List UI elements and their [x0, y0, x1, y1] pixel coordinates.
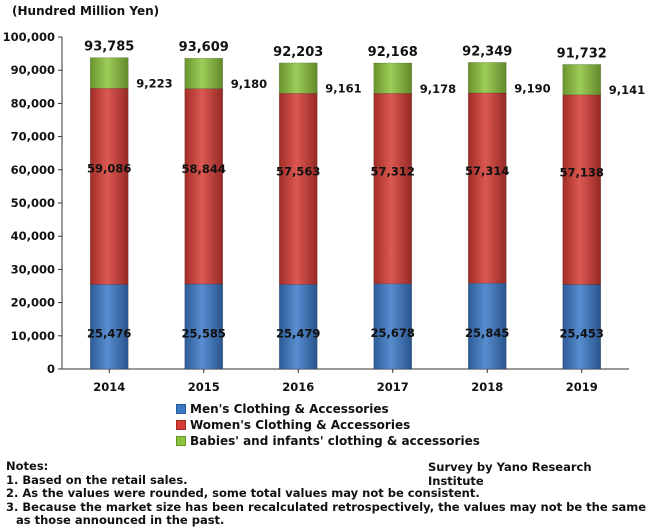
note-3-continued: as those announced in the past.	[16, 513, 225, 527]
data-label-babies: 9,141	[609, 83, 645, 97]
notes-heading: Notes:	[6, 459, 49, 473]
bar-segment	[184, 283, 224, 370]
data-label-total: 92,349	[462, 44, 512, 59]
data-label-mens: 25,476	[87, 326, 131, 340]
data-label-babies: 9,161	[325, 82, 361, 96]
data-label-babies: 9,180	[231, 77, 267, 91]
y-axis-unit-label: (Hundred Million Yen)	[12, 4, 160, 18]
bar-segment	[467, 62, 507, 94]
note-2: 2. As the values were rounded, some tota…	[6, 486, 480, 500]
legend-swatch-womens	[176, 420, 186, 430]
legend-label-womens: Women's Clothing & Accessories	[190, 418, 411, 432]
bar-segment	[373, 93, 413, 285]
note-3: 3. Because the market size has been reca…	[6, 499, 647, 514]
x-tick-label: 2014	[93, 380, 125, 394]
bar-segment	[278, 284, 318, 370]
y-tick-label: 50,000	[11, 196, 55, 210]
y-tick-label: 100,000	[3, 30, 55, 44]
x-tick-label: 2019	[566, 380, 598, 394]
y-tick-label: 30,000	[11, 262, 55, 276]
bar-segment	[373, 283, 413, 370]
data-label-total: 92,203	[273, 45, 323, 60]
data-label-womens: 57,138	[560, 166, 604, 180]
x-tick-label: 2015	[188, 380, 220, 394]
data-label-babies: 9,178	[420, 82, 456, 96]
data-label-mens: 25,453	[560, 327, 604, 341]
y-tick-label: 0	[47, 362, 55, 376]
source-credit: Survey by Yano Research Institute	[428, 460, 592, 488]
data-label-total: 92,168	[368, 45, 418, 60]
data-label-womens: 59,086	[87, 162, 131, 176]
bar-segment	[562, 94, 602, 285]
data-label-babies: 9,190	[514, 81, 550, 95]
data-label-total: 93,785	[84, 40, 134, 55]
legend-item-babies: Babies' and infants' clothing & accessor…	[176, 433, 480, 449]
data-label-mens: 25,585	[182, 326, 226, 340]
legend-item-mens: Men's Clothing & Accessories	[176, 401, 480, 417]
bar-segment	[373, 62, 413, 94]
x-tick-label: 2018	[471, 380, 503, 394]
bar-segment	[467, 282, 507, 370]
x-tick-label: 2016	[282, 380, 314, 394]
y-tick-label: 80,000	[11, 96, 55, 110]
data-label-mens: 25,845	[465, 326, 509, 340]
y-tick-label: 20,000	[11, 296, 55, 310]
data-label-mens: 25,479	[276, 326, 320, 340]
data-label-womens: 57,563	[276, 165, 320, 179]
bar-segment	[278, 62, 318, 94]
bar-segment	[562, 284, 602, 370]
data-label-womens: 58,844	[182, 162, 226, 176]
data-label-mens: 25,678	[371, 326, 415, 340]
data-label-babies: 9,223	[136, 77, 172, 91]
y-tick-label: 70,000	[11, 130, 55, 144]
legend-swatch-babies	[176, 436, 186, 446]
bar-segment	[562, 64, 602, 96]
bar-segment	[184, 57, 224, 89]
bar-segment	[184, 88, 224, 285]
stacked-bar-chart: 0 10,000 20,000 30,000 40,000 50,000 60,000 70,…	[3, 30, 646, 394]
bar-segment	[89, 87, 129, 285]
y-tick-label: 60,000	[11, 163, 55, 177]
y-tick-label: 90,000	[11, 63, 55, 77]
notes: Notes: 1. Based on the retail sales. 2. …	[6, 459, 647, 528]
data-label-total: 93,609	[179, 40, 229, 55]
note-1: 1. Based on the retail sales.	[6, 472, 188, 487]
legend: Men's Clothing & Accessories Women's Clo…	[176, 401, 480, 449]
bar-segment	[467, 92, 507, 284]
legend-label-babies: Babies' and infants' clothing & accessor…	[190, 434, 480, 448]
legend-item-womens: Women's Clothing & Accessories	[176, 417, 480, 433]
legend-label-mens: Men's Clothing & Accessories	[190, 402, 389, 416]
data-label-total: 91,732	[557, 46, 607, 61]
bar-segment	[89, 57, 129, 89]
bar-segment	[89, 284, 129, 370]
x-tick-label: 2017	[377, 380, 409, 394]
data-label-womens: 57,314	[465, 164, 509, 178]
y-tick-label: 10,000	[11, 329, 55, 343]
data-label-womens: 57,312	[371, 164, 415, 178]
legend-swatch-mens	[176, 404, 186, 414]
y-tick-label: 40,000	[11, 229, 55, 243]
bar-segment	[278, 93, 318, 285]
